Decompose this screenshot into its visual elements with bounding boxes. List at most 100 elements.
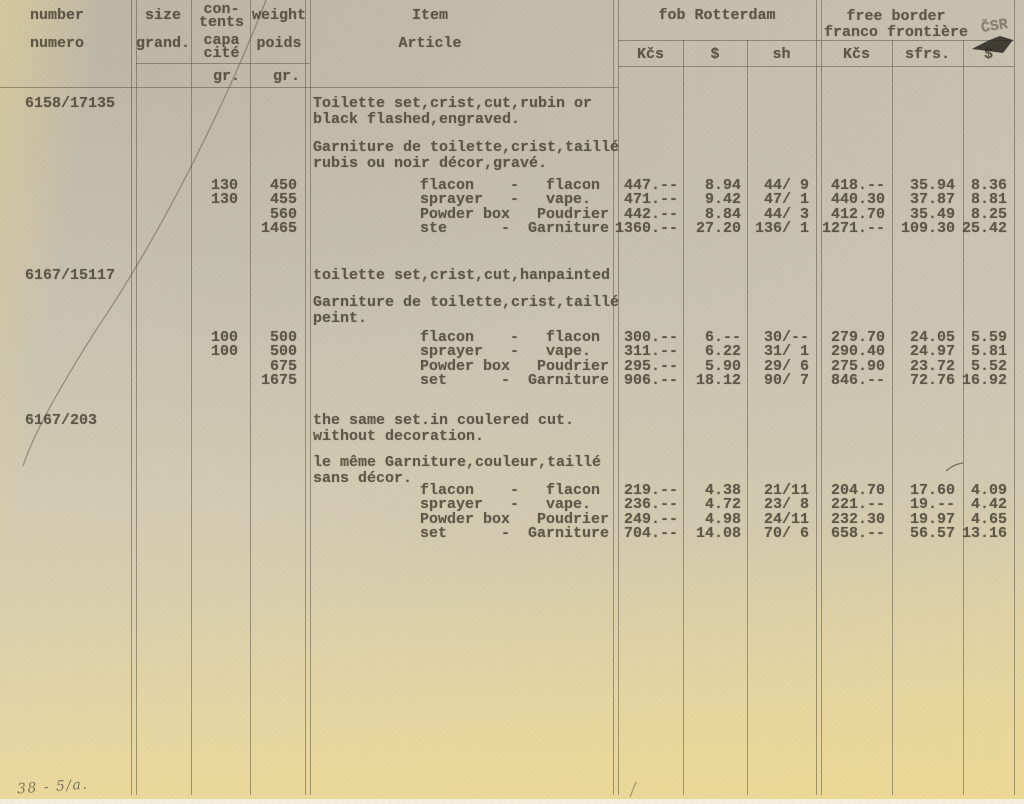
table-rule xyxy=(191,0,192,795)
cell-item: flacon - flacon xyxy=(420,177,601,194)
description-fr: Garniture de toilette,crist,taillé xyxy=(313,294,620,311)
cell-fob_kcs: 311.-- xyxy=(623,343,678,361)
cell-weight: 455 xyxy=(269,191,297,209)
cell-fb_usd: 4.09 xyxy=(970,482,1007,499)
item-number: 6167/15117 xyxy=(25,267,116,284)
cell-fob_usd: 4.72 xyxy=(704,496,741,514)
cell-fob_sh: 31/ 1 xyxy=(763,343,809,361)
table-rule xyxy=(1014,0,1015,795)
description-en: black flashed,engraved. xyxy=(313,111,521,128)
cell-fob_kcs: 1360.-- xyxy=(614,219,678,237)
description-fr: peint. xyxy=(313,310,368,327)
cell-fb_sfrs: 19.97 xyxy=(909,510,955,528)
cell-fob_kcs: 906.-- xyxy=(623,371,678,389)
cell-item: ste - Garniture xyxy=(420,219,610,237)
subheader-free-usd: $ xyxy=(983,46,993,63)
cell-fob_usd: 6.22 xyxy=(704,343,741,361)
table-rule xyxy=(618,40,1014,41)
cell-fob_usd: 27.20 xyxy=(695,219,741,237)
subheader-fob-usd: $ xyxy=(710,46,720,63)
header-contents-fr-1: capa xyxy=(203,32,240,49)
cell-fb_kcs: 440.30 xyxy=(830,191,885,209)
cell-fb_kcs: 275.90 xyxy=(830,357,885,375)
cell-fb_kcs: 418.-- xyxy=(830,177,885,194)
subheader-fob-kcs: Kčs xyxy=(636,46,664,63)
header-csr-label: ČSR xyxy=(979,15,1010,38)
cell-fb_kcs: 204.70 xyxy=(830,482,885,499)
description-en: toilette set,crist,cut,hanpainted xyxy=(313,267,611,284)
cell-fob_sh: 21/11 xyxy=(763,482,809,499)
cell-fob_kcs: 249.-- xyxy=(623,510,678,528)
cell-fob_usd: 4.38 xyxy=(704,482,741,499)
cell-fb_usd: 8.25 xyxy=(970,205,1007,223)
header-number-en: number xyxy=(30,7,85,24)
cell-fob_sh: 47/ 1 xyxy=(763,191,809,209)
cell-fb_kcs: 412.70 xyxy=(830,205,885,223)
cell-fob_usd: 9.42 xyxy=(704,191,741,209)
description-fr: rubis ou noir décor,gravé. xyxy=(313,155,548,172)
cell-fb_sfrs: 23.72 xyxy=(909,357,955,375)
handwritten-note: 38 - 5/a. xyxy=(16,776,89,798)
cell-weight: 1465 xyxy=(260,219,297,237)
header-item-fr: Article xyxy=(398,35,462,52)
cell-fb_usd: 8.36 xyxy=(970,177,1007,194)
table-rule xyxy=(821,0,822,795)
cell-fb_usd: 4.42 xyxy=(970,496,1007,514)
table-rule xyxy=(310,0,311,795)
cell-contents: 130 xyxy=(210,191,238,209)
table-rule xyxy=(816,0,817,795)
cell-fb_usd: 5.81 xyxy=(970,343,1007,361)
cell-weight: 675 xyxy=(269,357,297,375)
description-en: Toilette set,crist,cut,rubin or xyxy=(313,95,593,112)
cell-fob_sh: 23/ 8 xyxy=(763,496,809,514)
header-size-en: size xyxy=(144,7,181,24)
cell-fob_kcs: 442.-- xyxy=(623,205,678,223)
table-rule xyxy=(613,0,614,795)
cell-weight: 1675 xyxy=(260,371,297,389)
item-number: 6167/203 xyxy=(25,412,98,429)
cell-fb_usd: 16.92 xyxy=(961,371,1007,389)
header-weight-en: weight xyxy=(251,7,306,24)
cell-weight: 500 xyxy=(269,343,297,361)
cell-item: flacon - flacon xyxy=(420,329,601,346)
cell-fob_kcs: 471.-- xyxy=(623,191,678,209)
header-contents-fr-2: cité xyxy=(203,45,240,62)
cell-fb_sfrs: 24.05 xyxy=(909,329,955,346)
cell-fb_usd: 8.81 xyxy=(970,191,1007,209)
header-number-fr: numero xyxy=(30,35,85,52)
table-rule xyxy=(892,40,893,795)
cell-item: Powder box Poudrier xyxy=(420,510,610,528)
cell-fob_usd: 8.84 xyxy=(704,205,741,223)
cell-fob_sh: 30/-- xyxy=(763,329,809,346)
header-size-fr: grand. xyxy=(135,35,190,52)
cell-fob_sh: 24/11 xyxy=(763,510,809,528)
description-en: without decoration. xyxy=(313,428,485,445)
cell-fb_usd: 13.16 xyxy=(961,524,1007,542)
cell-fob_sh: 44/ 3 xyxy=(763,205,809,223)
table-rule xyxy=(0,87,618,88)
header-contents-en-1: con- xyxy=(203,1,240,18)
cell-fb_sfrs: 109.30 xyxy=(900,219,955,237)
table-rule xyxy=(963,40,964,795)
cell-fob_sh: 70/ 6 xyxy=(763,524,809,542)
cell-item: sprayer - vape. xyxy=(420,343,592,361)
cell-fb_usd: 5.52 xyxy=(970,357,1007,375)
table-rule xyxy=(305,0,306,795)
cell-fb_kcs: 221.-- xyxy=(830,496,885,514)
cell-fb_kcs: 658.-- xyxy=(830,524,885,542)
header-contents-en-2: tents xyxy=(198,14,244,31)
scan-edge xyxy=(0,799,1024,804)
cell-fob_sh: 136/ 1 xyxy=(754,219,809,237)
cell-fb_kcs: 279.70 xyxy=(830,329,885,346)
cell-fob_kcs: 219.-- xyxy=(623,482,678,499)
cell-fob_usd: 8.94 xyxy=(704,177,741,194)
cell-fb_kcs: 1271.-- xyxy=(821,219,885,237)
table-rule xyxy=(136,63,310,64)
unit-contents: gr. xyxy=(212,68,240,85)
cell-fb_sfrs: 37.87 xyxy=(909,191,955,209)
cell-fb_usd: 25.42 xyxy=(961,219,1007,237)
cell-fb_sfrs: 35.94 xyxy=(909,177,955,194)
cell-fob_sh: 29/ 6 xyxy=(763,357,809,375)
cell-item: sprayer - vape. xyxy=(420,496,592,514)
cell-item: Powder box Poudrier xyxy=(420,357,610,375)
